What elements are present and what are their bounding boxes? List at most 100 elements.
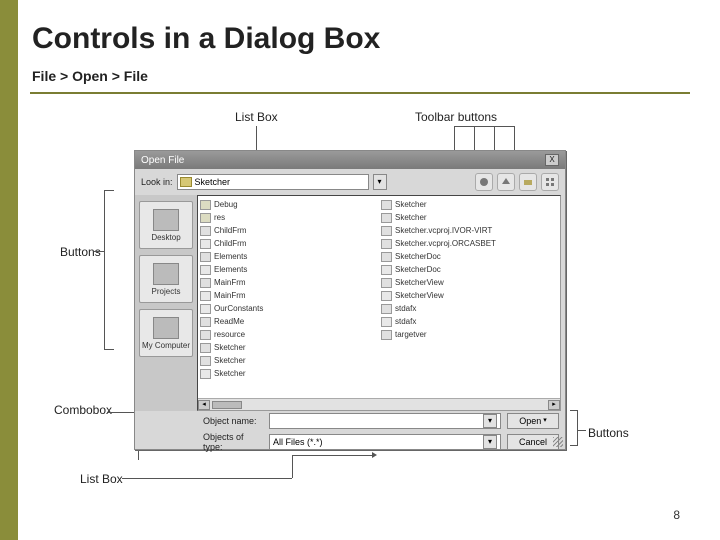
leader-line: [514, 126, 515, 150]
place-projects[interactable]: Projects: [139, 255, 193, 303]
open-button[interactable]: Open ▾: [507, 413, 559, 429]
leader-line: [454, 126, 514, 127]
scroll-thumb[interactable]: [212, 401, 242, 409]
file-item[interactable]: Sketcher: [381, 198, 558, 211]
file-item[interactable]: Debug: [200, 198, 377, 211]
file-item[interactable]: SketcherDoc: [381, 263, 558, 276]
views-button[interactable]: [541, 173, 559, 191]
file-item[interactable]: stdafx: [381, 302, 558, 315]
file-list-pane[interactable]: DebugresChildFrmChildFrmElementsElements…: [197, 195, 561, 411]
file-name: SketcherView: [395, 291, 444, 300]
file-item[interactable]: Sketcher: [200, 341, 377, 354]
file-name: stdafx: [395, 304, 416, 313]
file-item[interactable]: ReadMe: [200, 315, 377, 328]
file-column-left: DebugresChildFrmChildFrmElementsElements…: [198, 196, 379, 410]
new-folder-button[interactable]: [519, 173, 537, 191]
bracket-right: [570, 410, 578, 446]
doc-icon: [381, 330, 392, 340]
breadcrumb: File > Open > File: [32, 68, 148, 84]
open-file-dialog: Open File X Look in: Sketcher ▾: [134, 150, 566, 450]
file-item[interactable]: Elements: [200, 263, 377, 276]
file-name: Sketcher: [214, 343, 246, 352]
callout-buttons-right: Buttons: [588, 426, 629, 440]
callout-combobox-left: Combobox: [54, 403, 112, 417]
file-name: OurConstants: [214, 304, 263, 313]
file-item[interactable]: MainFrm: [200, 276, 377, 289]
chevron-down-icon: ▾: [543, 414, 547, 428]
file-name: stdafx: [395, 317, 416, 326]
file-item[interactable]: Sketcher: [200, 367, 377, 380]
doc-icon: [381, 252, 392, 262]
file-item[interactable]: Sketcher.vcproj.IVOR-VIRT: [381, 224, 558, 237]
places-bar: Desktop Projects My Computer: [135, 195, 197, 411]
callout-listbox-bottom: List Box: [80, 472, 123, 486]
chevron-down-icon[interactable]: ▾: [483, 414, 497, 428]
place-label: My Computer: [142, 341, 190, 350]
new-folder-icon: [523, 177, 533, 187]
file-item[interactable]: SketcherDoc: [381, 250, 558, 263]
file-item[interactable]: SketcherView: [381, 289, 558, 302]
leader-line: [578, 430, 586, 431]
bracket-left: [104, 190, 114, 350]
leader-line: [474, 126, 475, 150]
h-icon: [200, 369, 211, 379]
object-type-row: Objects of type: All Files (*.*) ▾ Cance…: [203, 432, 559, 452]
file-item[interactable]: Sketcher.vcproj.ORCASBET: [381, 237, 558, 250]
scroll-left-button[interactable]: ◂: [198, 400, 210, 410]
object-name-combo[interactable]: ▾: [269, 413, 501, 429]
up-button[interactable]: [497, 173, 515, 191]
file-item[interactable]: SketcherView: [381, 276, 558, 289]
file-item[interactable]: MainFrm: [200, 289, 377, 302]
chevron-down-icon[interactable]: ▾: [483, 435, 497, 449]
file-item[interactable]: Elements: [200, 250, 377, 263]
computer-icon: [153, 317, 179, 339]
file-item[interactable]: res: [200, 211, 377, 224]
horizontal-scrollbar[interactable]: ◂ ▸: [198, 398, 560, 410]
cancel-button[interactable]: Cancel: [507, 434, 559, 450]
place-desktop[interactable]: Desktop: [139, 201, 193, 249]
leader-line: [292, 456, 293, 478]
file-item[interactable]: Sketcher: [381, 211, 558, 224]
dialog-titlebar[interactable]: Open File X: [135, 151, 565, 169]
place-my-computer[interactable]: My Computer: [139, 309, 193, 357]
doc-icon: [200, 330, 211, 340]
scroll-right-button[interactable]: ▸: [548, 400, 560, 410]
resize-grip[interactable]: [553, 437, 563, 447]
file-name: Sketcher: [395, 213, 427, 222]
file-item[interactable]: ChildFrm: [200, 224, 377, 237]
lookin-value: Sketcher: [195, 177, 231, 187]
doc-icon: [381, 239, 392, 249]
leader-line: [94, 251, 104, 252]
slide: Controls in a Dialog Box File > Open > F…: [0, 0, 720, 540]
diagram: List Box Toolbar buttons Buttons Combobo…: [60, 110, 660, 490]
file-item[interactable]: resource: [200, 328, 377, 341]
file-item[interactable]: stdafx: [381, 315, 558, 328]
h-icon: [381, 265, 392, 275]
file-item[interactable]: targetver: [381, 328, 558, 341]
lookin-dropdown-button[interactable]: ▾: [373, 174, 387, 190]
callout-listbox-top: List Box: [235, 110, 278, 124]
object-name-row: Object name: ▾ Open ▾: [203, 413, 559, 429]
up-icon: [501, 177, 511, 187]
doc-icon: [381, 278, 392, 288]
h-icon: [200, 304, 211, 314]
object-type-combo[interactable]: All Files (*.*) ▾: [269, 434, 501, 450]
file-name: MainFrm: [214, 278, 246, 287]
file-name: ChildFrm: [214, 239, 246, 248]
open-button-label: Open: [519, 414, 541, 428]
file-name: Sketcher: [214, 356, 246, 365]
back-button[interactable]: [475, 173, 493, 191]
lookin-combo[interactable]: Sketcher: [177, 174, 369, 190]
leader-line: [454, 126, 455, 150]
file-item[interactable]: OurConstants: [200, 302, 377, 315]
page-number: 8: [673, 508, 680, 522]
dialog-toolbar: Look in: Sketcher ▾: [135, 169, 565, 195]
doc-icon: [381, 304, 392, 314]
slide-title: Controls in a Dialog Box: [32, 22, 380, 56]
close-button[interactable]: X: [545, 154, 559, 166]
leader-line: [256, 126, 257, 150]
file-item[interactable]: Sketcher: [200, 354, 377, 367]
file-name: Sketcher: [214, 369, 246, 378]
projects-icon: [153, 263, 179, 285]
file-item[interactable]: ChildFrm: [200, 237, 377, 250]
